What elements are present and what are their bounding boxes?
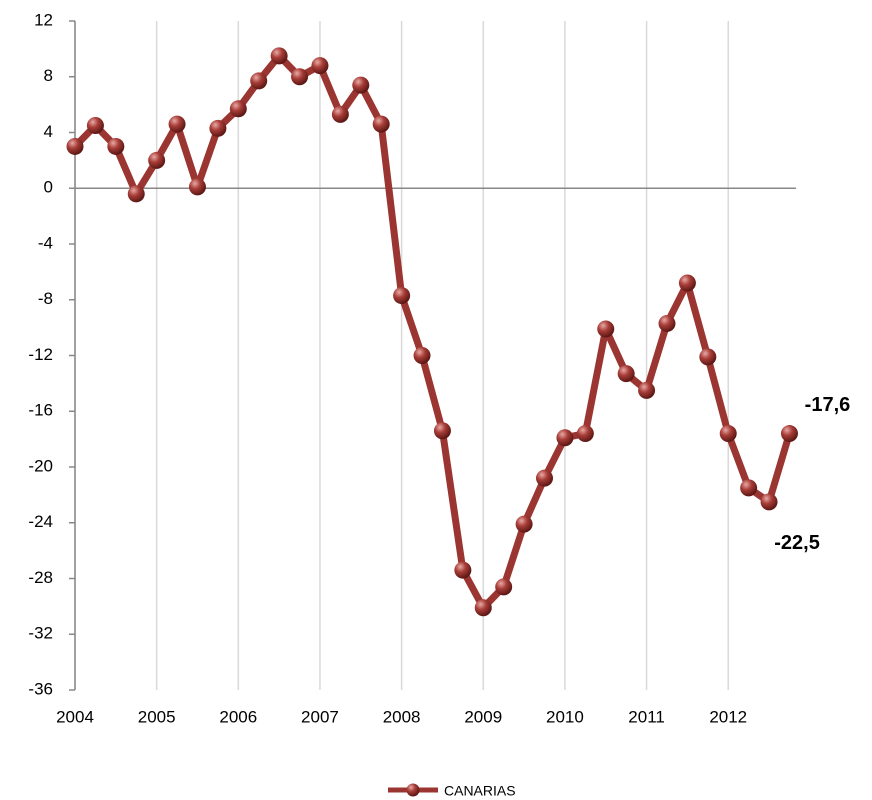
point xyxy=(209,119,227,137)
point xyxy=(638,381,656,399)
legend-label: CANARIAS xyxy=(444,783,516,799)
point xyxy=(86,117,104,135)
point xyxy=(576,425,594,443)
y-tick-label: -20 xyxy=(28,456,53,475)
y-tick-label: -16 xyxy=(28,401,53,420)
point xyxy=(699,348,717,366)
x-tick-label: 2005 xyxy=(138,707,176,726)
y-tick-label: -12 xyxy=(28,345,53,364)
y-tick-label: 4 xyxy=(44,122,53,141)
point xyxy=(127,185,145,203)
x-tick-label: 2008 xyxy=(383,707,421,726)
point xyxy=(270,47,288,65)
y-tick-label: -28 xyxy=(28,568,53,587)
point xyxy=(229,100,247,118)
y-tick-label: -8 xyxy=(38,289,53,308)
point xyxy=(515,515,533,533)
point xyxy=(433,422,451,440)
value-label: -22,5 xyxy=(774,532,820,554)
point xyxy=(760,493,778,511)
point xyxy=(311,57,329,75)
x-tick-label: 2012 xyxy=(709,707,747,726)
point xyxy=(597,320,615,338)
point xyxy=(148,151,166,169)
point xyxy=(393,287,411,305)
point xyxy=(107,137,125,155)
value-label: -17,6 xyxy=(805,394,851,416)
legend-marker xyxy=(406,783,420,797)
point xyxy=(678,274,696,292)
x-tick-label: 2009 xyxy=(464,707,502,726)
y-tick-label: -36 xyxy=(28,679,53,698)
y-tick-label: -24 xyxy=(28,512,53,531)
y-tick-label: -4 xyxy=(38,233,53,252)
point xyxy=(331,105,349,123)
y-tick-label: 8 xyxy=(44,66,53,85)
point xyxy=(454,561,472,579)
point xyxy=(719,425,737,443)
point xyxy=(66,137,84,155)
y-tick-label: -32 xyxy=(28,624,53,643)
point xyxy=(291,68,309,86)
point xyxy=(413,347,431,364)
point xyxy=(250,72,268,90)
point xyxy=(740,479,758,497)
point xyxy=(556,429,574,447)
point xyxy=(352,76,370,94)
point xyxy=(617,365,635,383)
x-tick-label: 2004 xyxy=(56,707,94,726)
x-tick-label: 2011 xyxy=(628,707,665,726)
point xyxy=(168,115,186,133)
point xyxy=(474,599,492,617)
point xyxy=(658,314,676,332)
point xyxy=(780,425,798,443)
point xyxy=(188,178,206,196)
y-tick-label: 0 xyxy=(44,178,53,197)
x-tick-label: 2010 xyxy=(546,707,584,726)
point xyxy=(372,115,390,133)
series-line xyxy=(72,52,793,612)
x-tick-label: 2006 xyxy=(219,707,257,726)
y-tick-label: 12 xyxy=(34,10,53,29)
point xyxy=(495,578,513,596)
x-tick-label: 2007 xyxy=(301,707,339,726)
point xyxy=(536,469,554,487)
